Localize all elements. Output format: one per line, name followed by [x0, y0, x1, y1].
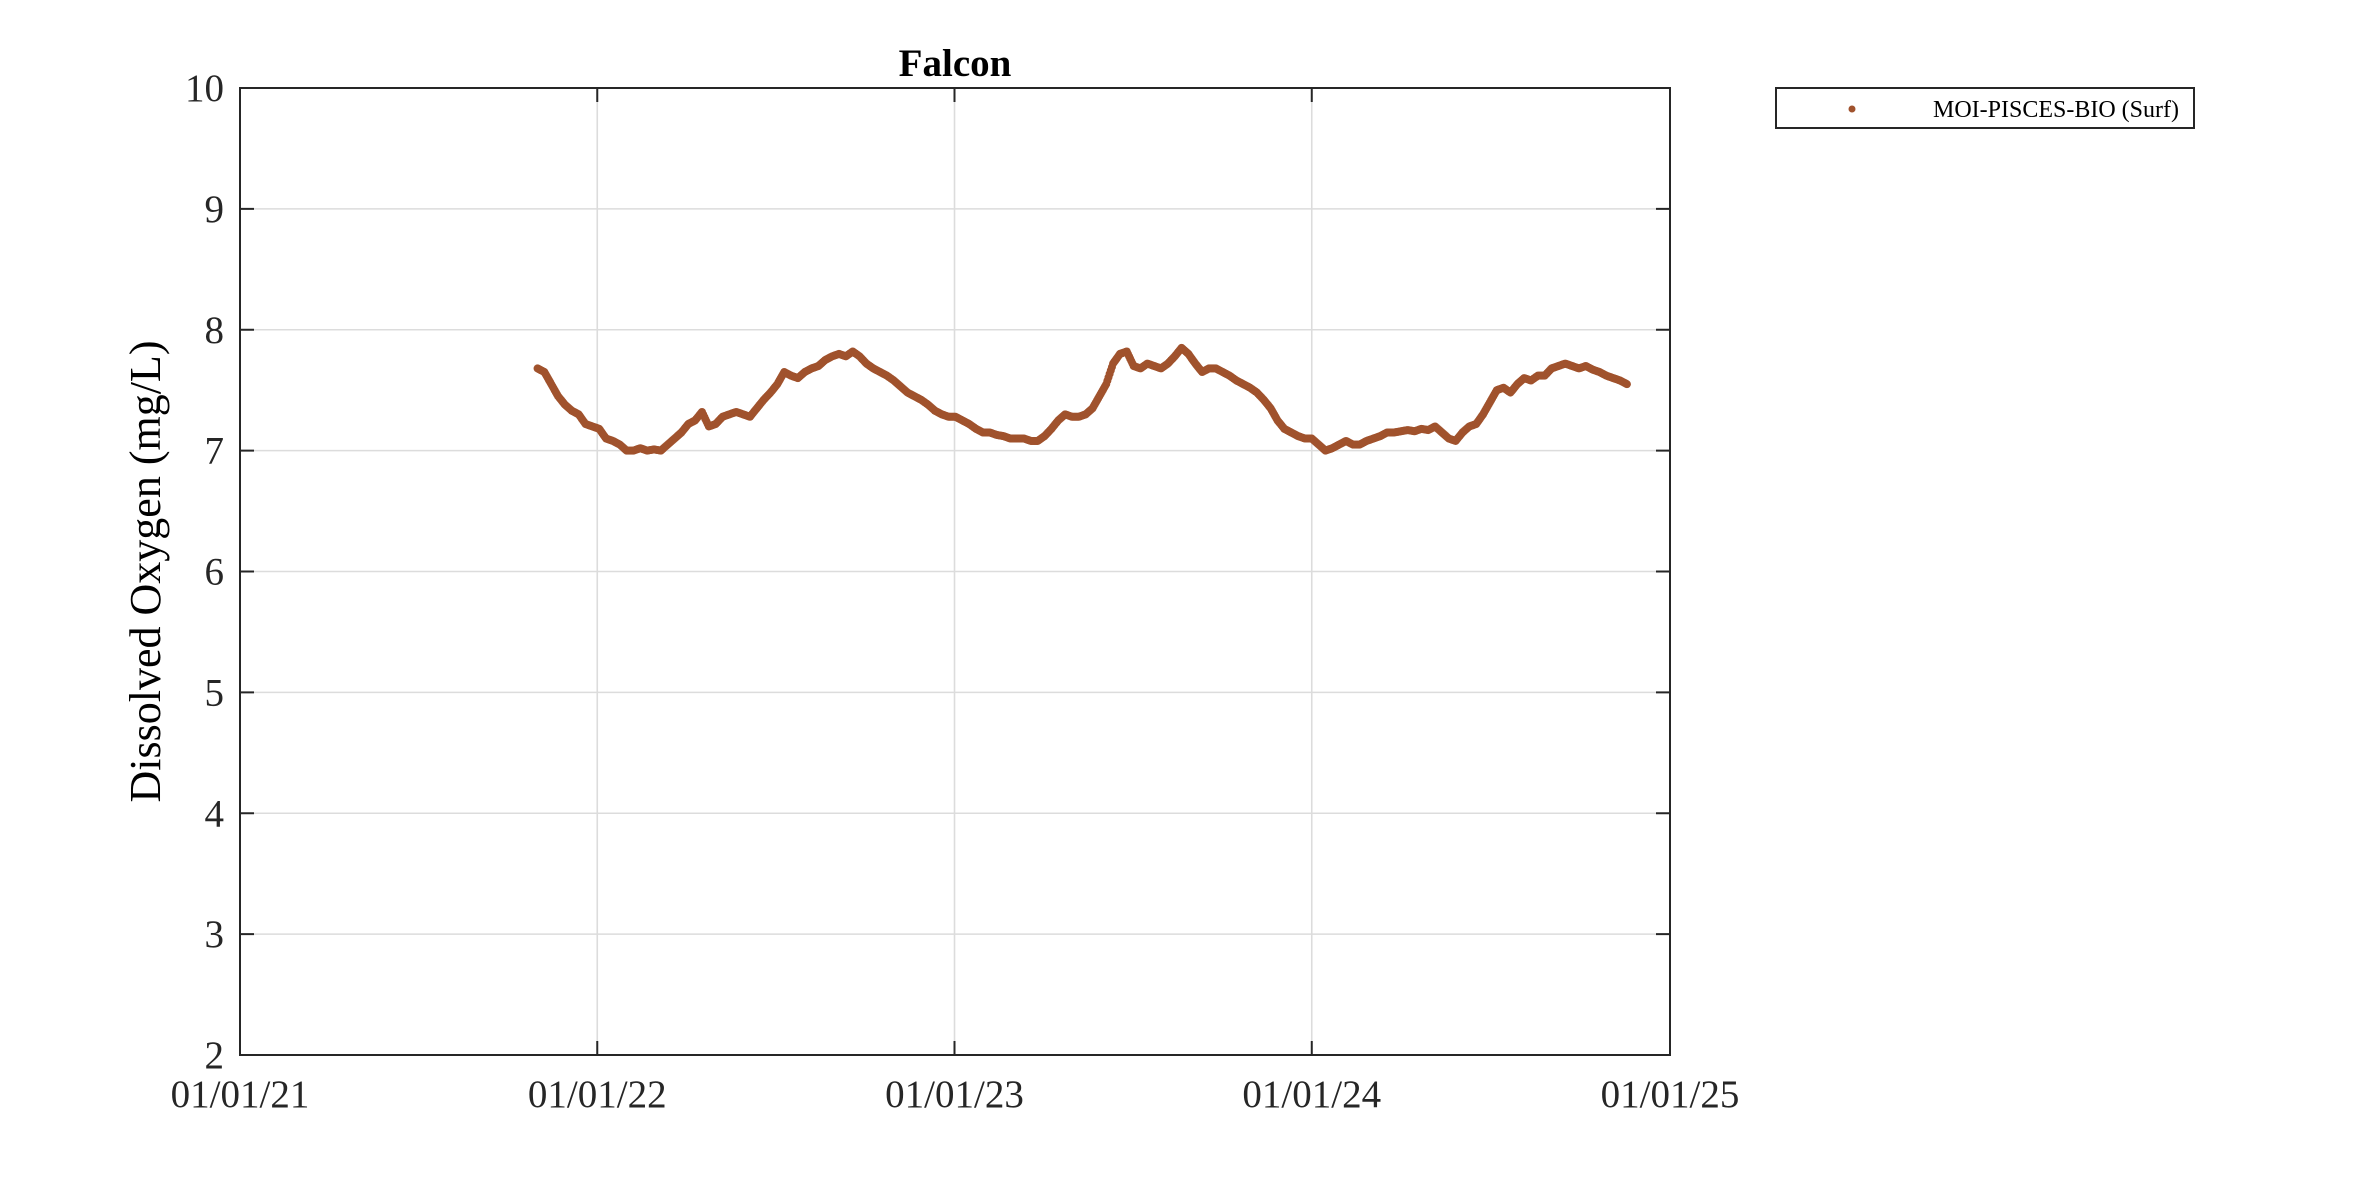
- data-point: [1622, 380, 1631, 389]
- tick-labels: 2 3 4 5 6 7 8 9 10 01/01/21 01/01/22 01/01/23 01/01/…: [171, 67, 1740, 1116]
- legend: MOI-PISCES-BIO (Surf): [1775, 87, 2195, 129]
- y-tick-label: 4: [205, 792, 225, 835]
- legend-label: MOI-PISCES-BIO (Surf): [1933, 97, 2179, 123]
- axis-ticks: [239, 87, 1671, 1056]
- x-tick-label: 01/01/23: [885, 1073, 1024, 1116]
- y-tick-label: 7: [205, 430, 225, 473]
- legend-box: [1775, 87, 2195, 129]
- y-tick-label: 10: [185, 67, 224, 110]
- y-tick-label: 2: [205, 1034, 225, 1077]
- grid: [240, 88, 1670, 1055]
- y-axis-label: Dissolved Oxygen (mg/L): [121, 341, 170, 803]
- chart-title: Falcon: [899, 42, 1012, 85]
- x-tick-label: 01/01/24: [1242, 1073, 1381, 1116]
- x-tick-label: 01/01/25: [1601, 1073, 1740, 1116]
- data-points: [533, 343, 1631, 455]
- y-tick-label: 9: [205, 188, 225, 231]
- y-tick-label: 8: [205, 309, 225, 352]
- x-tick-label: 01/01/22: [528, 1073, 667, 1116]
- x-tick-label: 01/01/21: [171, 1073, 310, 1116]
- y-tick-label: 6: [205, 551, 225, 594]
- y-tick-label: 5: [205, 671, 225, 714]
- legend-marker: [1848, 105, 1856, 113]
- y-tick-label: 3: [205, 913, 225, 956]
